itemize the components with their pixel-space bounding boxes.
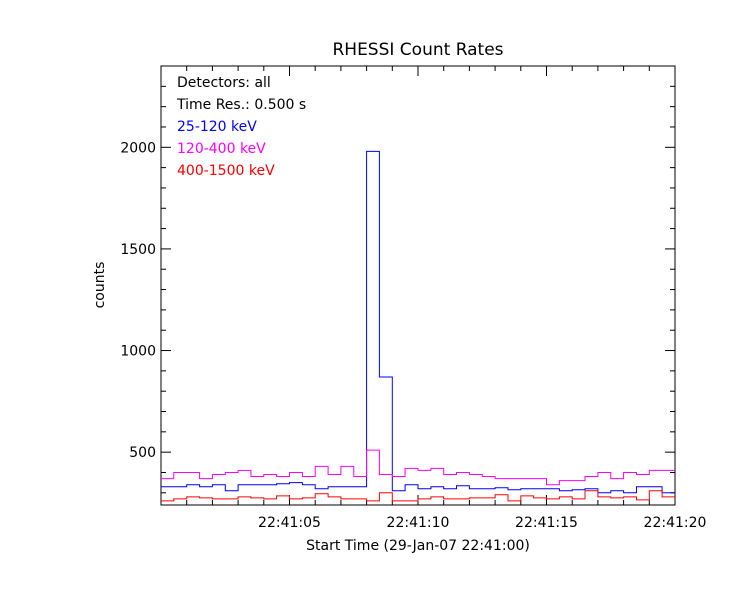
x-tick-label: 22:41:05 bbox=[258, 515, 321, 531]
x-tick-label: 22:41:20 bbox=[644, 515, 707, 531]
legend-entry: 120-400 keV bbox=[177, 141, 266, 157]
y-tick-label: 1000 bbox=[120, 344, 156, 360]
y-axis-label: counts bbox=[92, 262, 108, 309]
series-line bbox=[161, 150, 675, 494]
y-tick-label: 2000 bbox=[120, 140, 156, 156]
info-annotation: Detectors: all bbox=[177, 75, 271, 91]
legend-entry: 400-1500 keV bbox=[177, 163, 275, 179]
series-layer bbox=[161, 150, 675, 502]
axis-ticks bbox=[161, 66, 675, 505]
chart-title: RHESSI Count Rates bbox=[332, 40, 503, 60]
series-line bbox=[161, 449, 675, 486]
x-tick-label: 22:41:10 bbox=[387, 515, 450, 531]
y-tick-labels: 500 1000 1500 2000 bbox=[120, 140, 156, 461]
legend-entry: 25-120 keV bbox=[177, 119, 257, 135]
series-line bbox=[161, 490, 675, 502]
x-tick-labels: 22:41:05 22:41:10 22:41:15 22:41:20 bbox=[258, 515, 706, 531]
info-annotation: Time Res.: 0.500 s bbox=[176, 97, 306, 113]
y-tick-label: 500 bbox=[129, 445, 156, 461]
x-axis-label: Start Time (29-Jan-07 22:41:00) bbox=[306, 538, 530, 554]
y-tick-label: 1500 bbox=[120, 242, 156, 258]
legend-annotations: Detectors: all Time Res.: 0.500 s 25-120 k… bbox=[176, 75, 306, 179]
x-tick-label: 22:41:15 bbox=[515, 515, 578, 531]
